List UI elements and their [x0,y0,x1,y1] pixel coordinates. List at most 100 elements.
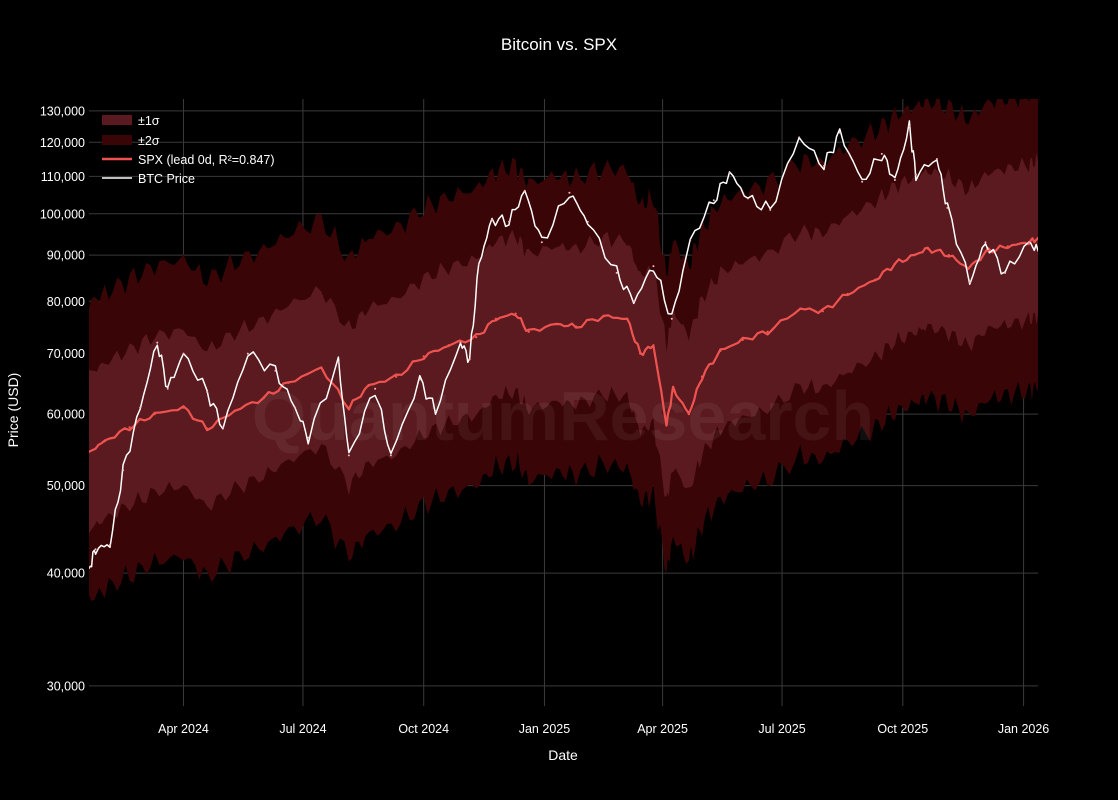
btc-point [632,300,635,303]
spx-point [665,422,668,426]
x-tick-label: Jan 2025 [519,722,570,736]
spx-point [182,406,185,409]
btc-point [769,208,772,211]
btc-point [893,178,896,181]
y-tick-label: 50,000 [47,479,85,493]
btc-point [908,125,911,128]
band-layer [89,99,1038,601]
legend-label-sigma2[interactable]: ±2σ [138,134,160,148]
spx-point [422,355,425,358]
legend-swatch-sigma1 [102,115,132,125]
spx-point [153,412,156,416]
btc-point [880,152,883,155]
legend-label-spx[interactable]: SPX (lead 0d, R²=0.847) [138,153,275,167]
btc-point [540,241,543,244]
y-tick-label: 70,000 [47,347,85,361]
spx-point [893,262,897,266]
x-tick-label: Jul 2024 [279,722,326,736]
spx-point [1006,245,1010,248]
y-tick-label: 120,000 [40,136,85,150]
chart-title: Bitcoin vs. SPX [501,35,617,54]
spx-point [799,307,802,310]
btc-point [946,206,949,209]
btc-point [798,136,801,139]
spx-point [639,352,642,355]
x-tick-label: Apr 2025 [637,722,688,736]
y-axis-ticks: 30,000 40,000 50,000 60,000 70,000 80,000 90,0… [40,104,85,693]
spx-point [986,249,990,252]
y-tick-label: 60,000 [47,408,85,422]
btc-point [670,317,673,320]
btc-point [89,567,90,570]
btc-point [337,361,340,364]
x-tick-label: Jul 2025 [758,722,805,736]
btc-point [274,369,277,372]
spx-point [555,322,558,326]
spx-point [128,426,131,429]
spx-point [574,325,578,328]
btc-point [294,406,297,409]
btc-point [109,543,112,546]
y-tick-label: 30,000 [47,679,85,693]
y-tick-label: 100,000 [40,207,85,221]
y-tick-label: 80,000 [47,295,85,309]
btc-point [689,239,692,242]
spx-point [741,338,744,342]
btc-point [94,548,97,551]
btc-point [746,197,749,200]
spx-point [494,317,498,321]
btc-point [1004,271,1007,274]
spx-point [287,381,290,384]
btc-point [347,454,350,457]
y-tick-label: 40,000 [47,567,85,581]
btc-point [468,358,471,361]
btc-point [477,262,480,265]
y-tick-label: 130,000 [40,104,85,118]
btc-point [418,378,421,381]
spx-point [652,344,655,347]
spx-point [766,330,769,334]
y-tick-label: 110,000 [41,170,85,184]
sigma1-band [89,152,1038,534]
btc-point [122,469,125,472]
btc-point [156,341,159,344]
btc-point [139,406,142,409]
spx-point [926,247,929,250]
spx-point [913,253,916,257]
btc-point [221,426,224,429]
x-tick-label: Oct 2025 [877,722,928,736]
x-axis-label: Date [548,747,578,763]
btc-point [374,387,377,390]
line-layer [89,120,1038,570]
legend-label-sigma1[interactable]: ±1σ [138,114,160,128]
btc-point [166,387,169,390]
x-axis-ticks: Apr 2024 Jul 2024 Oct 2024 Jan 2025 Apr 2025… [158,722,1049,736]
spx-point [347,406,351,409]
watermark: QuantumResearch [252,377,874,455]
spx-point [262,396,265,400]
btc-point [861,180,864,183]
spx-point [320,366,323,370]
spx-point [514,312,517,315]
btc-point [823,164,826,167]
spx-point [700,375,704,378]
btc-point [652,265,655,268]
btc-point [389,454,392,457]
spx-point [89,450,91,453]
btc-point [206,390,209,393]
btc-point [568,191,571,194]
btc-point [246,352,249,355]
btc-point [712,199,715,202]
spx-point [821,309,824,313]
btc-point [935,157,938,160]
spx-point [527,330,530,334]
spx-point [625,317,629,321]
x-tick-label: Jan 2026 [998,722,1049,736]
legend-label-btc[interactable]: BTC Price [138,172,195,186]
spx-point [1036,236,1038,240]
btc-point [523,189,526,192]
spx-point [947,253,950,257]
y-axis-label: Price (USD) [5,373,21,448]
btc-point [914,173,917,176]
btc-point [615,271,618,274]
